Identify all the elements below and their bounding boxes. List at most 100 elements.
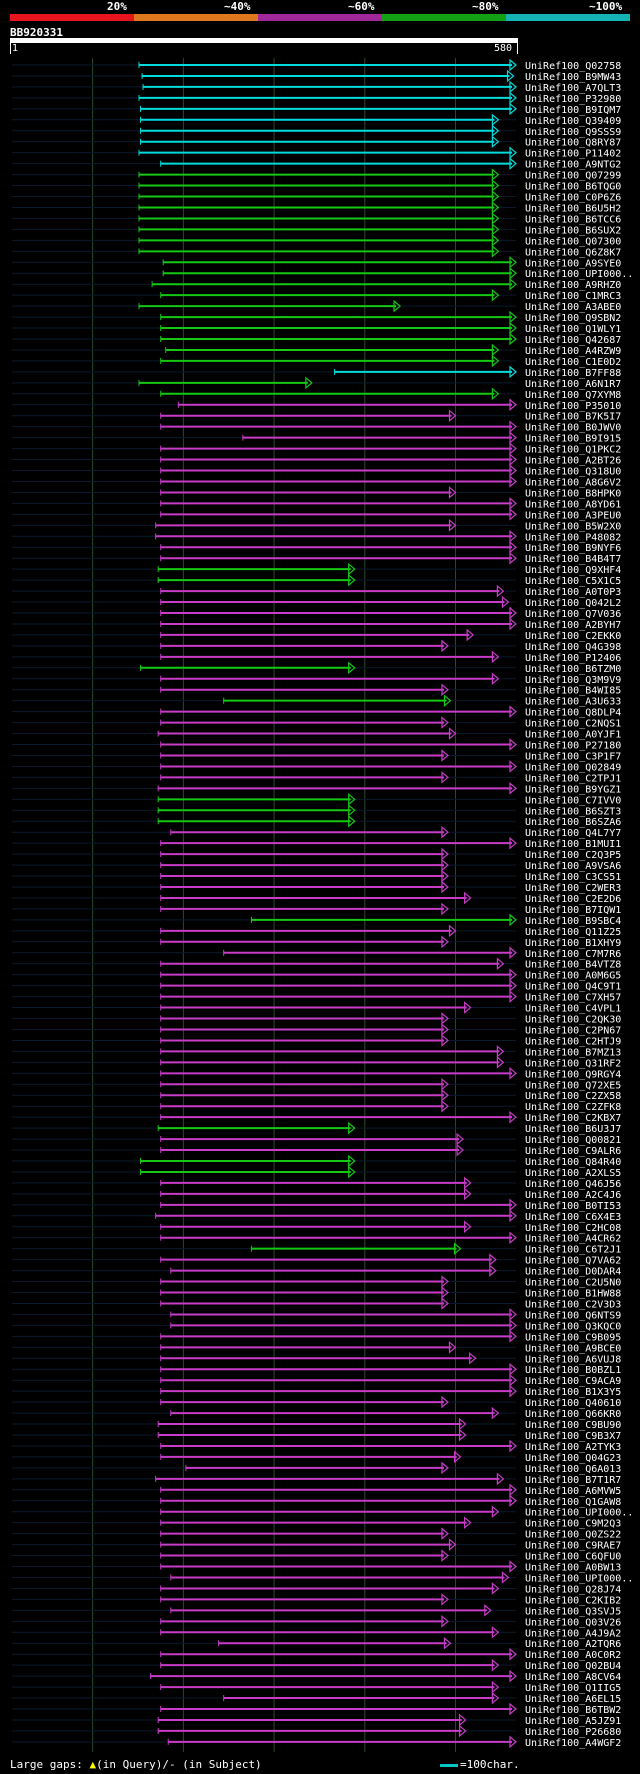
hit-label[interactable]: UniRef100_B6U5H2: [525, 203, 621, 214]
hit-label[interactable]: UniRef100_B7MZ13: [525, 1047, 621, 1058]
hit-label[interactable]: UniRef100_B0TI53: [525, 1201, 621, 1212]
hit-label[interactable]: UniRef100_Q04G23: [525, 1453, 621, 1464]
hit-label[interactable]: UniRef100_C2EKK0: [525, 631, 621, 642]
hit-label[interactable]: UniRef100_A0BW13: [525, 1563, 621, 1574]
hit-label[interactable]: UniRef100_C2PN67: [525, 1025, 621, 1036]
hit-label[interactable]: UniRef100_A3U633: [525, 697, 621, 708]
hit-label[interactable]: UniRef100_Q72XE5: [525, 1080, 621, 1091]
hit-label[interactable]: UniRef100_B9SBC4: [525, 916, 621, 927]
hit-label[interactable]: UniRef100_B6SZA6: [525, 817, 621, 828]
hit-label[interactable]: UniRef100_Q8RY87: [525, 138, 621, 149]
hit-label[interactable]: UniRef100_C1E0D2: [525, 357, 621, 368]
hit-label[interactable]: UniRef100_A5JZ91: [525, 1716, 621, 1727]
hit-label[interactable]: UniRef100_UPI000..: [525, 1508, 633, 1519]
hit-label[interactable]: UniRef100_Q1IIG5: [525, 1683, 621, 1694]
hit-label[interactable]: UniRef100_P12406: [525, 653, 621, 664]
hit-label[interactable]: UniRef100_A6EL15: [525, 1694, 621, 1705]
hit-label[interactable]: UniRef100_A2C4J6: [525, 1190, 621, 1201]
hit-label[interactable]: UniRef100_Q1PKC2: [525, 445, 621, 456]
hit-label[interactable]: UniRef100_B0BZL1: [525, 1365, 621, 1376]
hit-label[interactable]: UniRef100_A4RZW9: [525, 346, 621, 357]
hit-label[interactable]: UniRef100_C6QFU0: [525, 1552, 621, 1563]
hit-label[interactable]: UniRef100_Q02BU4: [525, 1661, 621, 1672]
hit-label[interactable]: UniRef100_Q03V26: [525, 1617, 621, 1628]
hit-label[interactable]: UniRef100_Q07299: [525, 171, 621, 182]
hit-label[interactable]: UniRef100_Q46J56: [525, 1179, 621, 1190]
hit-label[interactable]: UniRef100_A8CV64: [525, 1672, 621, 1683]
hit-label[interactable]: UniRef100_C2KIB2: [525, 1595, 621, 1606]
hit-label[interactable]: UniRef100_B1XHY9: [525, 938, 621, 949]
hit-label[interactable]: UniRef100_B4WI85: [525, 686, 621, 697]
hit-label[interactable]: UniRef100_Q31RF2: [525, 1058, 621, 1069]
hit-label[interactable]: UniRef100_B7IQW1: [525, 905, 621, 916]
hit-label[interactable]: UniRef100_A8YD61: [525, 499, 621, 510]
hit-label[interactable]: UniRef100_C7XH57: [525, 993, 621, 1004]
hit-label[interactable]: UniRef100_A4CR62: [525, 1234, 621, 1245]
hit-label[interactable]: UniRef100_B5W2X0: [525, 521, 621, 532]
hit-label[interactable]: UniRef100_C9ACA9: [525, 1376, 621, 1387]
hit-label[interactable]: UniRef100_Q3SVJ5: [525, 1606, 621, 1617]
hit-label[interactable]: UniRef100_A7QLT3: [525, 83, 621, 94]
hit-label[interactable]: UniRef100_Q11Z25: [525, 927, 621, 938]
hit-label[interactable]: UniRef100_C9RAE7: [525, 1541, 621, 1552]
hit-label[interactable]: UniRef100_Q3KQC0: [525, 1321, 621, 1332]
hit-label[interactable]: UniRef100_C2ZX58: [525, 1091, 621, 1102]
hit-label[interactable]: UniRef100_B1X3Y5: [525, 1387, 621, 1398]
hit-label[interactable]: UniRef100_B7FF88: [525, 368, 621, 379]
hit-label[interactable]: UniRef100_C2E2D6: [525, 894, 621, 905]
hit-label[interactable]: UniRef100_B9I915: [525, 434, 621, 445]
hit-label[interactable]: UniRef100_A8G6V2: [525, 477, 621, 488]
hit-label[interactable]: UniRef100_A2BYH7: [525, 620, 621, 631]
hit-label[interactable]: UniRef100_A6VUJ8: [525, 1354, 621, 1365]
hit-label[interactable]: UniRef100_C2Q3P5: [525, 850, 621, 861]
hit-label[interactable]: UniRef100_B0JWV0: [525, 423, 621, 434]
hit-label[interactable]: UniRef100_P32980: [525, 94, 621, 105]
hit-label[interactable]: UniRef100_B1HW88: [525, 1289, 621, 1300]
hit-label[interactable]: UniRef100_P48082: [525, 532, 621, 543]
hit-label[interactable]: UniRef100_A0C0R2: [525, 1650, 621, 1661]
hit-label[interactable]: UniRef100_Q07300: [525, 236, 621, 247]
hit-label[interactable]: UniRef100_Q3M9V9: [525, 675, 621, 686]
hit-label[interactable]: UniRef100_B6TBW2: [525, 1705, 621, 1716]
hit-label[interactable]: UniRef100_C2ZFK8: [525, 1102, 621, 1113]
hit-label[interactable]: UniRef100_A0M6G5: [525, 971, 621, 982]
hit-label[interactable]: UniRef100_Q4G398: [525, 642, 621, 653]
hit-label[interactable]: UniRef100_B7K5I7: [525, 412, 621, 423]
hit-label[interactable]: UniRef100_C9B095: [525, 1332, 621, 1343]
hit-label[interactable]: UniRef100_A2TYK3: [525, 1442, 621, 1453]
hit-label[interactable]: UniRef100_B4B4T7: [525, 554, 621, 565]
hit-label[interactable]: UniRef100_Q6Z8K7: [525, 247, 621, 258]
hit-label[interactable]: UniRef100_C2TPJ1: [525, 773, 621, 784]
hit-label[interactable]: UniRef100_Q9XHF4: [525, 565, 621, 576]
hit-label[interactable]: UniRef100_C3CS51: [525, 872, 621, 883]
hit-label[interactable]: UniRef100_A6MVW5: [525, 1486, 621, 1497]
hit-label[interactable]: UniRef100_Q4C9T1: [525, 982, 621, 993]
hit-label[interactable]: UniRef100_B6U3J7: [525, 1124, 621, 1135]
hit-label[interactable]: UniRef100_C1MRC3: [525, 291, 621, 302]
hit-label[interactable]: UniRef100_A2XLS5: [525, 1168, 621, 1179]
hit-label[interactable]: UniRef100_C2HC08: [525, 1223, 621, 1234]
hit-label[interactable]: UniRef100_Q1WLY1: [525, 324, 621, 335]
hit-label[interactable]: UniRef100_Q84R40: [525, 1157, 621, 1168]
hit-label[interactable]: UniRef100_Q318U0: [525, 467, 621, 478]
hit-label[interactable]: UniRef100_C2QK30: [525, 1015, 621, 1026]
hit-label[interactable]: UniRef100_C6T2J1: [525, 1245, 621, 1256]
hit-label[interactable]: UniRef100_B6TQG0: [525, 182, 621, 193]
hit-label[interactable]: UniRef100_C7M7R6: [525, 949, 621, 960]
hit-label[interactable]: UniRef100_C4VPL1: [525, 1004, 621, 1015]
hit-label[interactable]: UniRef100_Q7VA62: [525, 1256, 621, 1267]
hit-label[interactable]: UniRef100_A9SYE0: [525, 258, 621, 269]
hit-label[interactable]: UniRef100_C0P6Z6: [525, 193, 621, 204]
hit-label[interactable]: UniRef100_Q9SSS9: [525, 127, 621, 138]
hit-label[interactable]: UniRef100_A2BT26: [525, 456, 621, 467]
hit-label[interactable]: UniRef100_B6SUX2: [525, 225, 621, 236]
hit-label[interactable]: UniRef100_C5X1C5: [525, 576, 621, 587]
hit-label[interactable]: UniRef100_C2WER3: [525, 883, 621, 894]
hit-label[interactable]: UniRef100_P11402: [525, 149, 621, 160]
hit-label[interactable]: UniRef100_P26680: [525, 1727, 621, 1738]
hit-label[interactable]: UniRef100_Q0ZS22: [525, 1530, 621, 1541]
hit-label[interactable]: UniRef100_Q4L7Y7: [525, 828, 621, 839]
hit-label[interactable]: UniRef100_C9B3X7: [525, 1431, 621, 1442]
hit-label[interactable]: UniRef100_B9YGZ1: [525, 784, 621, 795]
hit-label[interactable]: UniRef100_C9ALR6: [525, 1146, 621, 1157]
